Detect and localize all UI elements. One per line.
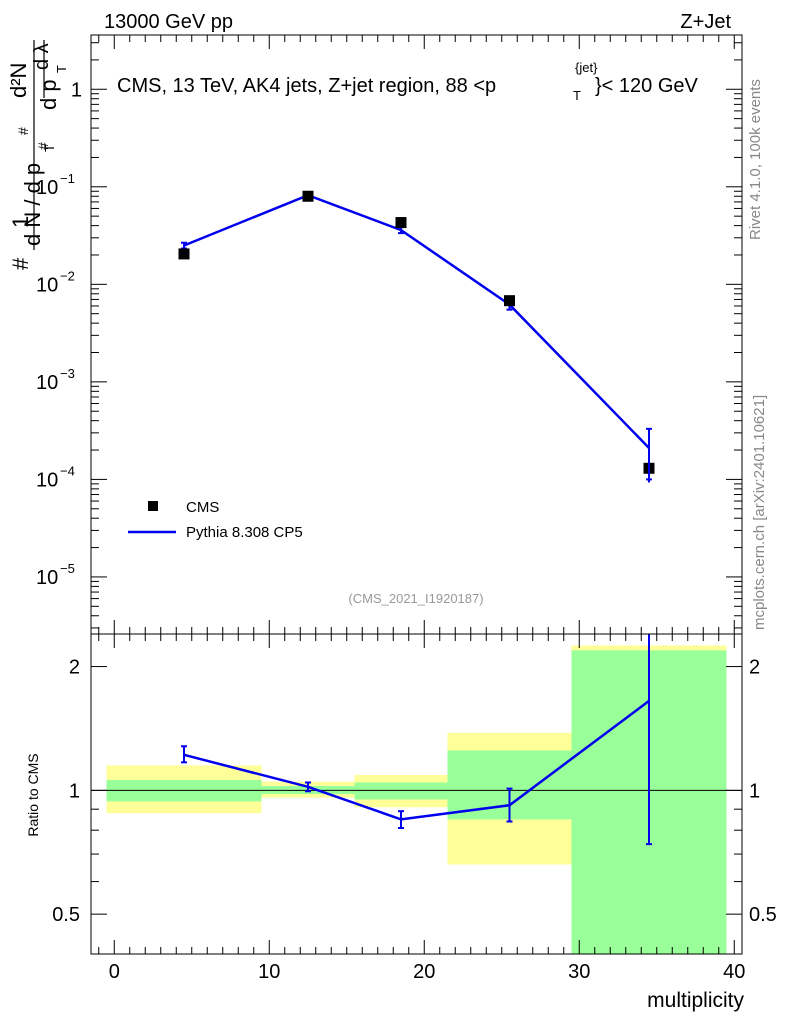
- ratio-panel: 0.5 0.5 1 1 2 2: [52, 633, 777, 955]
- legend-cms-label: CMS: [186, 499, 219, 516]
- y-tick-label: 10: [36, 469, 58, 491]
- y-tick-label-exponent: −4: [60, 463, 75, 478]
- y-tick-label-exponent: −3: [60, 366, 75, 381]
- ylabel-one: 1: [8, 216, 33, 228]
- ylabel-t1: T: [42, 144, 57, 152]
- plot-title-sub: T: [573, 88, 581, 103]
- legend-pythia-label: Pythia 8.308 CP5: [186, 524, 303, 541]
- x-tick-labels: 0 10 20 30 40: [109, 961, 746, 983]
- ratio-axis-ticks: 0.5 0.5 1 1 2 2: [52, 634, 777, 954]
- ratio-y-tick-label-right: 2: [749, 657, 760, 679]
- plot-title-tail: }< 120 GeV: [595, 75, 699, 97]
- ratio-y-tick-label: 1: [69, 780, 80, 802]
- ylabel-d2n: d²N: [6, 63, 31, 98]
- x-tick-label: 0: [109, 961, 120, 983]
- ratio-y-tick-label: 2: [69, 657, 80, 679]
- ratio-frame: [90, 633, 743, 955]
- header-left: 13000 GeV pp: [104, 11, 233, 33]
- main-frame: [90, 34, 743, 635]
- x-tick-label: 20: [413, 961, 435, 983]
- ylabel-dn-dpt: d N / d p: [20, 163, 45, 246]
- plot-title-sup: {jet}: [575, 60, 598, 75]
- cms-point: [395, 217, 407, 229]
- x-tick-label: 30: [568, 961, 590, 983]
- y-tick-label: 10: [36, 177, 58, 199]
- ratio-y-tick-label-right: 1: [749, 780, 760, 802]
- ylabel-hash3: #: [35, 142, 51, 150]
- y-tick-label: 10: [36, 274, 58, 296]
- y-tick-label: 10: [36, 567, 58, 589]
- ylabel-dlambda: d λ: [31, 43, 53, 70]
- y-tick-label: 10: [36, 372, 58, 394]
- ratio-data-layer: [181, 634, 652, 846]
- x-tick-label: 40: [723, 961, 745, 983]
- mcplots-label: mcplots.cern.ch [arXiv:2401.10621]: [751, 395, 768, 630]
- y-tick-label: 1: [71, 79, 82, 101]
- ratio-y-tick-label-right: 0.5: [749, 904, 777, 926]
- ratio-band-green: [354, 782, 448, 800]
- plot-title: CMS, 13 TeV, AK4 jets, Z+jet region, 88 …: [117, 75, 496, 97]
- x-axis-label: multiplicity: [647, 989, 744, 1012]
- x-tick-label: 10: [258, 961, 280, 983]
- ratio-ylabel: Ratio to CMS: [25, 753, 41, 836]
- cms-point: [504, 295, 515, 307]
- pythia-line: [183, 193, 650, 449]
- main-data-layer: [178, 190, 655, 483]
- main-panel: 110−110−210−310−410−5: [36, 34, 743, 635]
- ylabel-hash2: #: [15, 127, 31, 135]
- main-ylabel: # 1 d N / d p T # d²N # d p T d λ: [6, 40, 69, 270]
- y-tick-label-exponent: −5: [60, 561, 75, 576]
- legend: CMS Pythia 8.308 CP5: [128, 499, 303, 541]
- y-tick-label-exponent: −2: [60, 268, 75, 283]
- ratio-bands: [106, 645, 727, 954]
- ylabel-dpt: d p: [36, 79, 61, 110]
- analysis-watermark: (CMS_2021_I1920187): [348, 591, 483, 606]
- cms-point: [302, 190, 314, 202]
- main-axis-ticks: 110−110−210−310−410−5: [36, 35, 742, 634]
- ylabel-t2: T: [54, 65, 69, 73]
- ratio-y-tick-label: 0.5: [52, 904, 80, 926]
- header-right: Z+Jet: [680, 11, 731, 33]
- legend-cms-marker: [148, 501, 158, 511]
- rivet-label: Rivet 4.1.0, 100k events: [747, 79, 764, 240]
- y-tick-label-exponent: −1: [60, 171, 75, 186]
- cms-point: [178, 248, 190, 260]
- ylabel-hash1: #: [8, 257, 33, 270]
